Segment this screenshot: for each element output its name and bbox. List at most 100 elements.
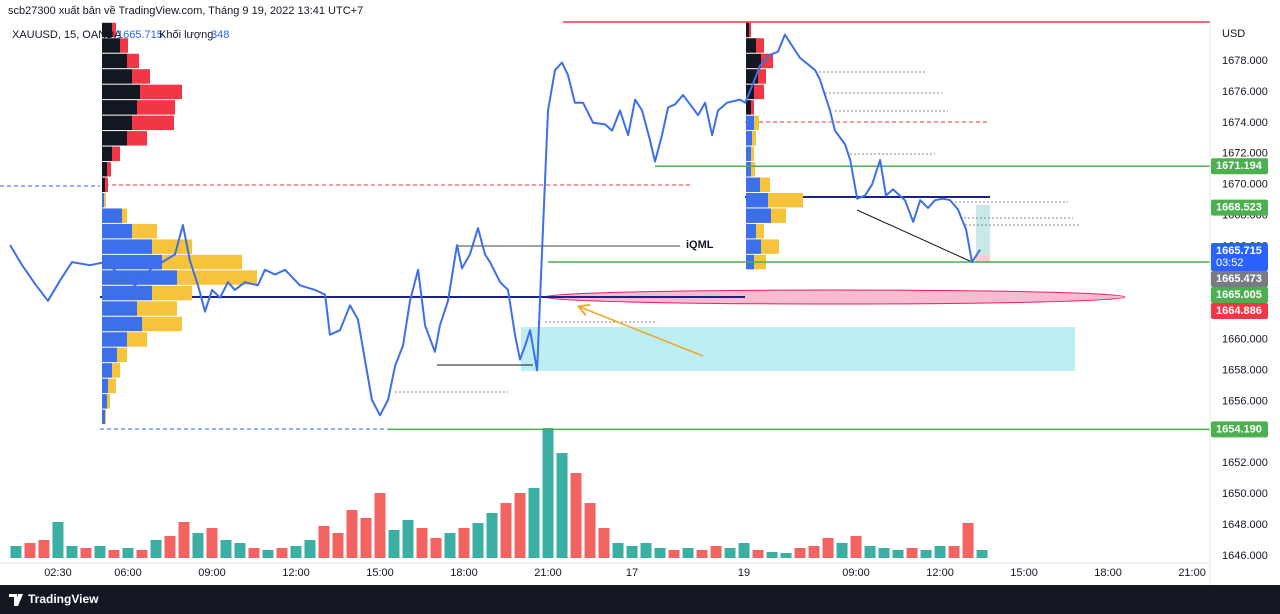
price-label: 1665.715 (1216, 245, 1262, 257)
profile-row (105, 177, 108, 192)
profile-row (105, 409, 106, 425)
profile-row (768, 192, 803, 208)
volume-bar (598, 528, 610, 558)
profile-row (746, 239, 761, 254)
profile-row (132, 223, 157, 239)
profile-row (137, 100, 175, 115)
profile-row (108, 378, 116, 394)
y-tick-label: 1650.000 (1222, 488, 1268, 500)
x-tick-label: 09:00 (198, 567, 226, 579)
volume-bar (262, 550, 274, 558)
profile-row (162, 254, 242, 270)
x-tick-label: 19 (738, 567, 750, 579)
volume-bar (402, 520, 414, 558)
profile-row (746, 208, 771, 223)
y-tick-label: 1652.000 (1222, 457, 1268, 469)
price-label: 1665.005 (1216, 289, 1262, 301)
volume-bar (10, 546, 22, 558)
price-label-box (1211, 303, 1268, 320)
profile-row (102, 208, 122, 223)
publisher: scb27300 xuất bản về TradingView.com, Th… (8, 5, 363, 17)
volume-bar (360, 518, 372, 558)
volume-bar (122, 548, 134, 558)
profile-row (761, 239, 779, 254)
x-tick-label: 21:00 (534, 567, 562, 579)
volume-bar (472, 523, 484, 558)
profile-row (137, 301, 177, 316)
x-tick-label: 15:00 (1010, 567, 1038, 579)
profile-row (761, 53, 773, 69)
profile-row (758, 69, 766, 84)
symbol: XAUUSD, 15, OANDA (12, 29, 122, 41)
profile-row (102, 22, 112, 38)
price-label-box (1211, 158, 1268, 175)
brand: TradingView (28, 592, 99, 606)
volume-bar (892, 550, 904, 558)
volume-bar (136, 550, 148, 558)
volume-bar (822, 538, 834, 558)
volume-bar (584, 503, 596, 558)
volume-layer (10, 428, 988, 558)
profile-row (746, 53, 761, 69)
profile-row (104, 192, 106, 208)
price-label-box (1211, 243, 1268, 272)
volume-bar (514, 493, 526, 558)
annotation: iQML (686, 239, 714, 251)
y-tick-label: 1678.000 (1222, 55, 1268, 67)
volume-bar (24, 543, 36, 558)
price-label-box (1211, 287, 1268, 304)
volume-value: 348 (211, 29, 229, 41)
volume-bar (948, 546, 960, 558)
volume-bar (346, 510, 358, 558)
price-label: 1668.523 (1216, 201, 1262, 213)
profile-row (102, 146, 112, 162)
volume-bar (290, 546, 302, 558)
x-tick-label: 12:00 (282, 567, 310, 579)
volume-bar (864, 546, 876, 558)
profile-row (746, 146, 751, 162)
profile-row (102, 177, 105, 192)
dotted-levels (395, 71, 1080, 393)
trend-line (856, 209, 973, 263)
profile-row (746, 131, 752, 146)
profile-row (112, 363, 120, 378)
volume-bar (570, 473, 582, 558)
position-stop (976, 255, 990, 263)
profile-row (760, 177, 770, 192)
profile-row (102, 131, 127, 146)
price-lines (388, 165, 1210, 431)
profile-row (102, 53, 127, 69)
profile-row (102, 363, 112, 378)
volume-bar (192, 533, 204, 558)
volume-bar (318, 526, 330, 558)
profile-row (751, 146, 754, 162)
volume-bar (934, 546, 946, 558)
drawings: iQML (0, 21, 1210, 430)
profile-row (127, 131, 147, 146)
volume-bar (332, 533, 344, 558)
x-tick-label: 17 (626, 567, 638, 579)
position-target (976, 205, 990, 255)
price-label: 1671.194 (1216, 160, 1263, 172)
countdown: 03:52 (1216, 257, 1244, 269)
profile-row (117, 347, 127, 363)
profile-row (132, 115, 174, 131)
profile-row (102, 332, 127, 347)
volume-bar (626, 546, 638, 558)
currency: USD (1222, 28, 1245, 40)
series-layer (9, 33, 981, 417)
profile-row (751, 162, 755, 177)
volume-bar (150, 540, 162, 558)
profile-row (107, 394, 110, 409)
y-tick-label: 1648.000 (1222, 519, 1268, 531)
legend: XAUUSD, 15, OANDA 1665.715 Khối lượng 34… (12, 29, 229, 41)
volume-bar (444, 533, 456, 558)
profile-row (152, 239, 192, 254)
price-label: 1654.190 (1216, 423, 1262, 435)
profile-row (102, 301, 137, 316)
zone (521, 327, 1075, 371)
profile-row (102, 316, 142, 332)
profile-row (746, 192, 768, 208)
profile-row (102, 409, 105, 425)
